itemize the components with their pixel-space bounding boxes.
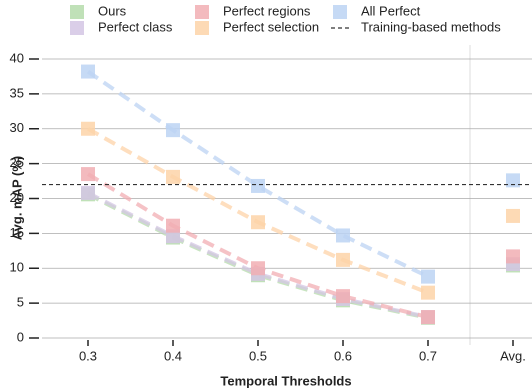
y-tick-label: 30 [10, 120, 24, 135]
y-tick-label: 0 [17, 329, 24, 344]
y-tick-label: 40 [10, 50, 24, 65]
legend-swatch [195, 5, 209, 19]
legend-swatch [70, 5, 84, 19]
x-tick-label: 0.7 [419, 348, 437, 363]
marker [81, 121, 95, 136]
y-tick-label: 35 [10, 85, 24, 100]
legend-label: Training-based methods [361, 19, 501, 34]
series-line [87, 191, 429, 320]
legend-swatch [333, 5, 347, 19]
x-tick-label: 0.6 [334, 348, 352, 363]
legend-swatch [195, 21, 209, 35]
marker [421, 310, 435, 325]
series-line [86, 69, 429, 279]
y-tick-label: 10 [10, 260, 24, 275]
x-tick-label: 0.3 [79, 348, 97, 363]
marker [251, 261, 265, 276]
x-tick-label: 0.4 [164, 348, 182, 363]
x-tick-label: 0.5 [249, 348, 267, 363]
marker [81, 167, 95, 182]
y-tick-label: 20 [10, 190, 24, 205]
marker [166, 169, 180, 184]
marker [251, 178, 265, 193]
avg-marker [506, 249, 520, 264]
x-tick-label: Avg. [500, 348, 526, 363]
series-line [87, 192, 429, 320]
legend-label: All Perfect [361, 3, 421, 18]
avg-marker [506, 208, 520, 223]
marker [336, 252, 350, 267]
series-line [86, 172, 429, 320]
y-tick-label: 5 [17, 295, 24, 310]
avg-marker [506, 173, 520, 188]
y-axis-title: Avg. mAP (%) [9, 156, 24, 241]
marker [166, 123, 180, 138]
y-tick-label: 25 [10, 155, 24, 170]
marker [81, 185, 95, 200]
legend-label: Perfect class [98, 19, 173, 34]
y-tick-label: 15 [10, 225, 24, 240]
marker [251, 215, 265, 230]
legend-label: Perfect selection [223, 19, 319, 34]
marker [81, 64, 95, 79]
marker [336, 289, 350, 304]
marker [421, 285, 435, 300]
legend-swatch [70, 21, 84, 35]
legend-label: Perfect regions [223, 3, 311, 18]
x-axis-title: Temporal Thresholds [220, 373, 351, 388]
marker [421, 269, 435, 284]
legend-label: Ours [98, 3, 127, 18]
marker [166, 218, 180, 233]
marker [336, 228, 350, 243]
